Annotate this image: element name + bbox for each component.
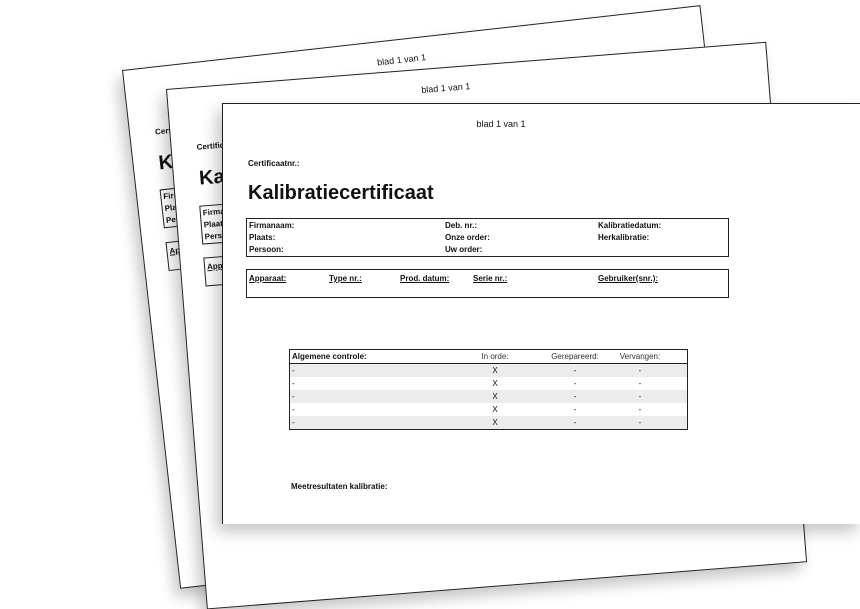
type-number-label: Type nr.: bbox=[329, 274, 362, 283]
column-header: Vervangen: bbox=[619, 352, 661, 361]
table-row: - X - - bbox=[290, 377, 687, 390]
user-label: Gebruiker(snr.): bbox=[598, 274, 659, 283]
serial-number-label: Serie nr.: bbox=[473, 274, 508, 283]
table-cell: - bbox=[638, 366, 642, 375]
company-name-label: Firmanaam: bbox=[249, 221, 295, 230]
table-row: - X - - bbox=[290, 403, 687, 416]
recalibration-label: Herkalibratie: bbox=[598, 233, 650, 242]
column-header: In orde: bbox=[481, 352, 509, 361]
table-cell: - bbox=[638, 392, 642, 401]
table-cell: - bbox=[292, 392, 295, 401]
table-cell: X bbox=[492, 379, 498, 388]
measurement-results-heading: Meetresultaten kalibratie: bbox=[291, 482, 388, 491]
table-cell: - bbox=[573, 405, 577, 414]
table-cell: - bbox=[292, 366, 295, 375]
table-cell: - bbox=[573, 366, 577, 375]
table-row: - X - - bbox=[290, 390, 687, 403]
table-cell: X bbox=[492, 418, 498, 427]
table-cell: - bbox=[292, 379, 295, 388]
sheet-content: blad 1 van 1 Certificaatnr.: Kalibratiec… bbox=[223, 104, 860, 524]
front-sheet: blad 1 van 1 Certificaatnr.: Kalibratiec… bbox=[222, 103, 860, 524]
table-cell: - bbox=[638, 405, 642, 414]
device-label: Apparaat: bbox=[249, 274, 287, 283]
table-cell: X bbox=[492, 405, 498, 414]
table-row: - X - - bbox=[290, 364, 687, 377]
table-cell: - bbox=[573, 392, 577, 401]
table-cell: - bbox=[573, 379, 577, 388]
table-row: - X - - bbox=[290, 416, 687, 429]
debtor-number-label: Deb. nr.: bbox=[445, 221, 478, 230]
place-label: Plaats: bbox=[249, 233, 276, 242]
table-cell: X bbox=[492, 392, 498, 401]
production-date-label: Prod. datum: bbox=[400, 274, 450, 283]
certificate-number-label: Certificaatnr.: bbox=[248, 159, 300, 168]
our-order-label: Onze order: bbox=[445, 233, 490, 242]
document-title: Kalibratiecertificaat bbox=[248, 182, 434, 204]
table-cell: - bbox=[638, 418, 642, 427]
column-header: Algemene controle: bbox=[292, 352, 367, 361]
customer-box: Firmanaam: Plaats: Persoon: Deb. nr.: On… bbox=[246, 218, 729, 257]
table-cell: - bbox=[292, 418, 295, 427]
table-cell: - bbox=[292, 405, 295, 414]
general-check-table: Algemene controle: In orde: Gerepareerd:… bbox=[289, 349, 688, 430]
page-label: blad 1 van 1 bbox=[476, 119, 526, 129]
table-cell: X bbox=[492, 366, 498, 375]
column-header: Gerepareerd: bbox=[551, 352, 599, 361]
table-cell: - bbox=[573, 418, 577, 427]
person-label: Persoon: bbox=[249, 245, 284, 254]
device-box: Apparaat: Type nr.: Prod. datum: Serie n… bbox=[246, 269, 729, 298]
calibration-date-label: Kalibratiedatum: bbox=[598, 221, 662, 230]
table-header: Algemene controle: In orde: Gerepareerd:… bbox=[290, 350, 687, 364]
table-cell: - bbox=[638, 379, 642, 388]
your-order-label: Uw order: bbox=[445, 245, 483, 254]
